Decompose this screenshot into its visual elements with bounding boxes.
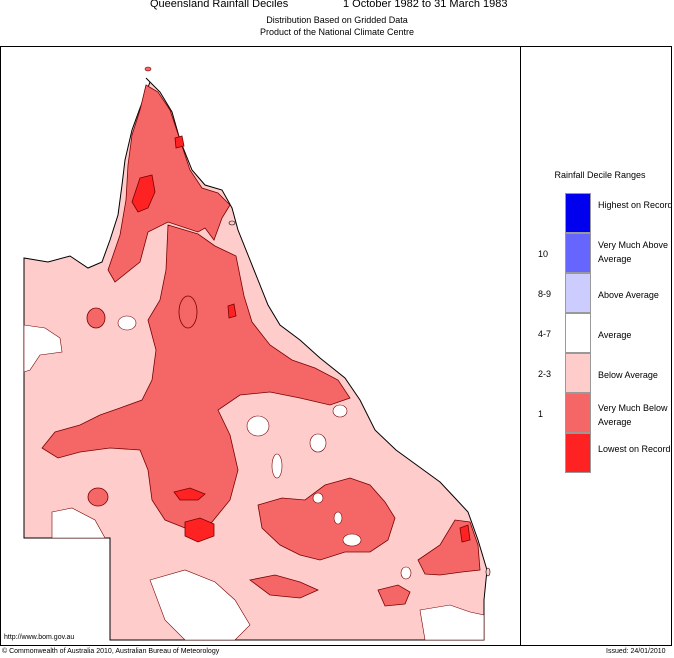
legend-title: Rainfall Decile Ranges [554, 170, 646, 180]
zone-very-much-below-north [107, 84, 231, 283]
zone-lowest-central-2 [173, 487, 206, 501]
map-subtitle-1: Distribution Based on Gridded Data [266, 15, 408, 25]
legend-label-above: Above Average [598, 290, 659, 300]
legend-label-very-much-above: Very Much Above Average [598, 240, 669, 264]
zone-average-far-south [419, 604, 485, 641]
legend-label-highest: Highest on Record [598, 200, 673, 210]
island-1 [144, 66, 152, 72]
legend-range-2-3: 2-3 [538, 369, 552, 379]
legend-range-4-7: 4-7 [538, 329, 552, 339]
zone-lowest-tip [174, 135, 185, 149]
legend-range-10: 10 [538, 249, 549, 259]
footer-copyright: © Commonwealth of Australia 2010, Austra… [2, 648, 220, 655]
zone-lowest-north [131, 174, 156, 213]
zone-lowest-east [459, 524, 471, 543]
zone-average-west [23, 324, 63, 373]
legend-swatch-above [565, 273, 591, 313]
zone-average-south [149, 569, 251, 641]
map-title: Queensland Rainfall Deciles [150, 0, 289, 10]
map-subtitle-2: Product of the National Climate Centre [259, 27, 415, 37]
legend-swatch-very-much-below [565, 393, 591, 433]
zone-average-2 [246, 415, 270, 437]
legend-label-average: Average [598, 330, 632, 340]
island-3 [485, 567, 491, 577]
legend-swatch-very-much-above [565, 233, 591, 273]
map-period: 1 October 1982 to 31 March 1983 [343, 0, 508, 10]
zone-average-1 [117, 315, 137, 331]
legend-label-very-much-below: Very Much Below Average [598, 403, 668, 427]
zone-very-much-below-mid [178, 295, 198, 329]
zone-average-4 [271, 453, 283, 479]
footer-url[interactable]: http://www.bom.gov.au [4, 634, 75, 641]
zone-average-8 [312, 492, 324, 504]
legend-swatch-average [565, 313, 591, 353]
zone-average-5 [332, 404, 348, 418]
legend-swatch-below [565, 353, 591, 393]
zone-lowest-coast [227, 303, 237, 319]
legend-swatch-highest [565, 193, 591, 233]
island-2 [228, 220, 236, 226]
zone-average-southwest [51, 507, 106, 539]
footer-issued: Issued: 24/01/2010 [606, 648, 666, 655]
legend-label-lowest: Lowest on Record [598, 444, 671, 454]
legend-range-1: 1 [538, 409, 544, 419]
zone-average-9 [333, 511, 343, 525]
zone-very-much-below-southeast-2 [377, 584, 411, 607]
zone-very-much-below-west [87, 487, 109, 507]
zone-lowest-central [184, 517, 215, 543]
map-frame [0, 46, 672, 646]
zone-average-7 [400, 566, 412, 580]
title-row: Queensland Rainfall Deciles 1 October 19… [0, 0, 674, 14]
zone-average-3 [309, 433, 327, 453]
zone-very-much-below-small [86, 307, 106, 329]
legend-swatch-lowest [565, 433, 591, 473]
zone-average-6 [342, 533, 362, 547]
legend-divider [520, 46, 521, 646]
zone-very-much-below-south [249, 574, 319, 599]
legend-range-8-9: 8-9 [538, 289, 552, 299]
legend-label-below: Below Average [598, 370, 658, 380]
